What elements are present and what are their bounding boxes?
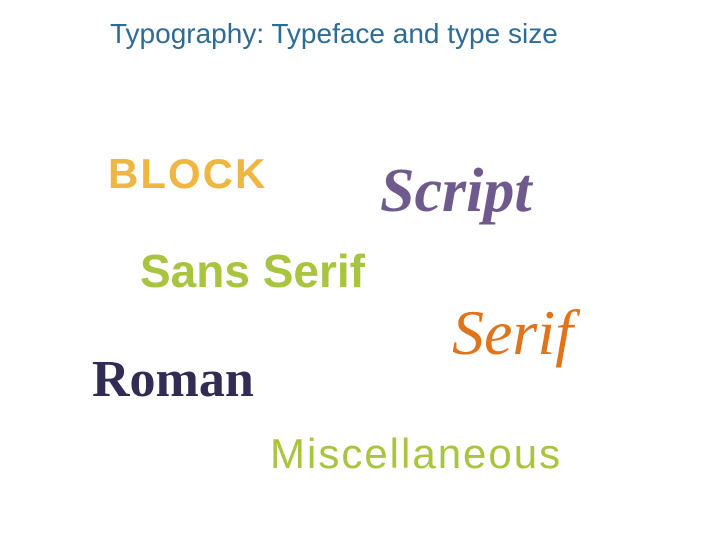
label-script: Script	[380, 156, 532, 227]
label-block: Block	[108, 150, 267, 198]
label-roman: Roman	[92, 350, 254, 409]
label-sans-serif: Sans Serif	[140, 244, 365, 298]
slide-title: Typography: Typeface and type size	[110, 18, 558, 50]
label-miscellaneous: Miscellaneous	[270, 430, 562, 478]
label-serif: Serif	[452, 296, 573, 370]
